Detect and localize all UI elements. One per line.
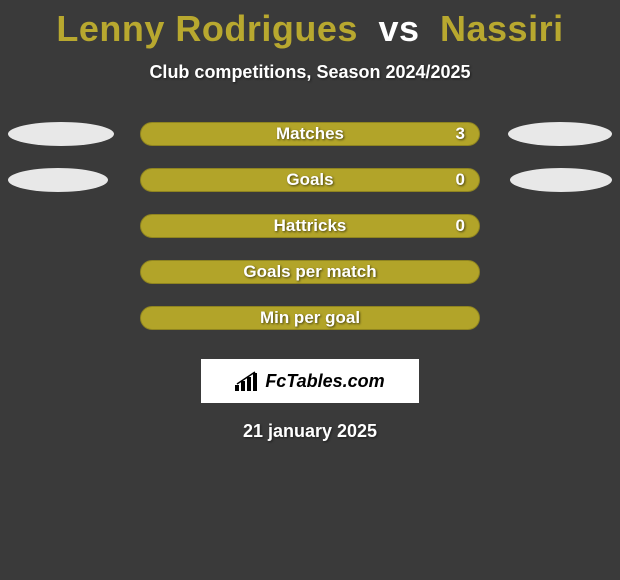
stat-bar: Goals 0: [140, 168, 480, 192]
stat-rows: Matches 3 Goals 0 Hattricks 0 Goals per match M…: [0, 111, 620, 341]
stat-bar: Matches 3: [140, 122, 480, 146]
logo-box: FcTables.com: [201, 359, 419, 403]
date-text: 21 january 2025: [0, 421, 620, 442]
stat-bar: Min per goal: [140, 306, 480, 330]
left-ellipse: [8, 122, 114, 146]
left-ellipse: [8, 168, 108, 192]
stat-bar: Goals per match: [140, 260, 480, 284]
vs-text: vs: [378, 8, 419, 49]
right-ellipse: [510, 168, 612, 192]
stat-row: Hattricks 0: [0, 203, 620, 249]
stat-row: Goals per match: [0, 249, 620, 295]
player1-name: Lenny Rodrigues: [56, 8, 358, 49]
bar-chart-icon: [235, 371, 259, 391]
stat-label: Goals: [286, 170, 333, 190]
stat-row: Matches 3: [0, 111, 620, 157]
stat-value: 3: [456, 124, 465, 144]
subtitle: Club competitions, Season 2024/2025: [0, 62, 620, 83]
logo-text: FcTables.com: [265, 371, 384, 392]
stat-row: Min per goal: [0, 295, 620, 341]
comparison-title: Lenny Rodrigues vs Nassiri: [0, 0, 620, 50]
right-ellipse: [508, 122, 612, 146]
stat-label: Matches: [276, 124, 344, 144]
stat-bar: Hattricks 0: [140, 214, 480, 238]
stat-label: Hattricks: [274, 216, 347, 236]
stat-value: 0: [456, 216, 465, 236]
player2-name: Nassiri: [440, 8, 564, 49]
logo: FcTables.com: [235, 371, 384, 392]
stat-label: Goals per match: [243, 262, 376, 282]
stat-label: Min per goal: [260, 308, 360, 328]
stat-row: Goals 0: [0, 157, 620, 203]
stat-value: 0: [456, 170, 465, 190]
